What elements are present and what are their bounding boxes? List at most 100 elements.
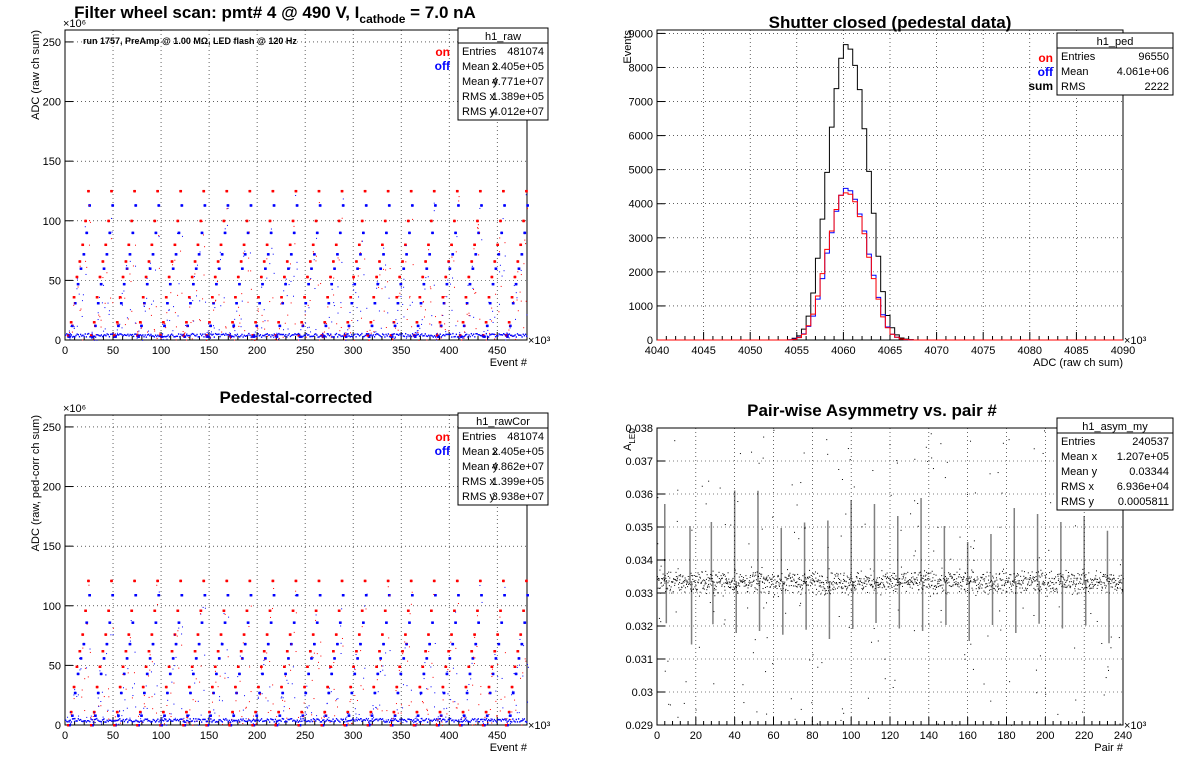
point-off (429, 253, 432, 256)
point-base (242, 718, 244, 720)
point-base (176, 335, 179, 338)
point-scatter (174, 665, 176, 667)
point-base (320, 721, 323, 723)
point-scatter (138, 330, 140, 332)
point-base (196, 333, 198, 336)
point-scatter (523, 263, 525, 265)
point-on (292, 609, 295, 612)
point-base (476, 719, 478, 721)
point (788, 575, 790, 577)
point (777, 576, 779, 578)
point-base (479, 718, 482, 721)
point-scatter (474, 636, 476, 638)
point-scatter (304, 712, 306, 714)
point-base (280, 720, 282, 723)
point-on (180, 189, 183, 193)
point-scatter (473, 248, 475, 250)
point (830, 589, 832, 591)
point-scatter (318, 668, 320, 670)
point-off (196, 267, 198, 270)
point-off (504, 594, 506, 597)
point-scatter (466, 303, 468, 305)
point-base (201, 334, 203, 337)
point-scatter (417, 332, 419, 334)
point-on (217, 260, 220, 263)
point-scatter (186, 339, 188, 341)
point (747, 591, 749, 593)
point (797, 578, 799, 580)
point-scatter (508, 337, 510, 339)
point-on (396, 685, 399, 689)
point-base (107, 333, 109, 336)
stats-label: Mean x (462, 61, 499, 73)
point (682, 581, 684, 583)
point-scatter (189, 709, 191, 711)
point-base (145, 336, 147, 338)
point-base (407, 334, 409, 336)
point (827, 586, 829, 588)
point-scatter (227, 207, 229, 209)
point-base (298, 333, 301, 336)
point-on (108, 609, 111, 612)
point-base (497, 718, 499, 721)
point (678, 574, 680, 576)
point-on (212, 685, 214, 689)
point-base (318, 719, 320, 721)
point-scatter (212, 692, 214, 694)
point-scatter (510, 719, 512, 721)
point-off (409, 621, 411, 624)
point-base (241, 333, 243, 336)
point-on (134, 189, 136, 193)
point-on (307, 275, 309, 279)
point-off (466, 302, 469, 305)
point-base (310, 335, 312, 338)
point-off (475, 642, 478, 646)
point-scatter (177, 232, 179, 234)
point-scatter (202, 606, 204, 608)
point-scatter (361, 240, 363, 242)
x-tick-label: 0 (654, 730, 660, 742)
point-on (436, 334, 439, 337)
point (816, 588, 818, 590)
point-base (187, 335, 189, 337)
x-tick-label: 4045 (691, 345, 715, 357)
point-base (340, 335, 342, 338)
point-base (313, 333, 316, 336)
run-annotation: run 1757, PreAmp @ 1.00 MΩ, LED flash @ … (83, 36, 297, 46)
point (685, 579, 687, 581)
point-on (359, 633, 361, 636)
point (691, 574, 693, 576)
point-scatter (287, 328, 289, 330)
point-off (383, 642, 385, 646)
point-off (219, 657, 221, 660)
point-base (456, 720, 459, 723)
point-base (305, 720, 308, 723)
point-scatter (340, 642, 342, 644)
point-scatter (257, 310, 259, 312)
point (719, 580, 721, 582)
point-scatter (117, 332, 119, 334)
point-scatter (457, 602, 459, 604)
x-tick-label: 200 (248, 730, 266, 742)
point-on (494, 260, 497, 263)
point (790, 585, 792, 587)
point-base (380, 336, 383, 338)
point-scatter (270, 710, 272, 712)
point-scatter (346, 716, 348, 718)
point-scatter (486, 335, 488, 337)
point (736, 585, 738, 587)
point-off (273, 594, 276, 597)
point-off (377, 672, 380, 676)
point (664, 582, 666, 584)
point-base (123, 720, 126, 723)
point (689, 582, 691, 584)
point-scatter (260, 672, 262, 674)
point-scatter (381, 710, 383, 712)
point-scatter (195, 720, 197, 722)
point-scatter (421, 323, 423, 325)
point (769, 586, 771, 588)
point-scatter (174, 717, 176, 719)
y-tick-label: 0 (647, 335, 653, 347)
point-base (459, 333, 461, 336)
point-scatter (186, 333, 188, 335)
